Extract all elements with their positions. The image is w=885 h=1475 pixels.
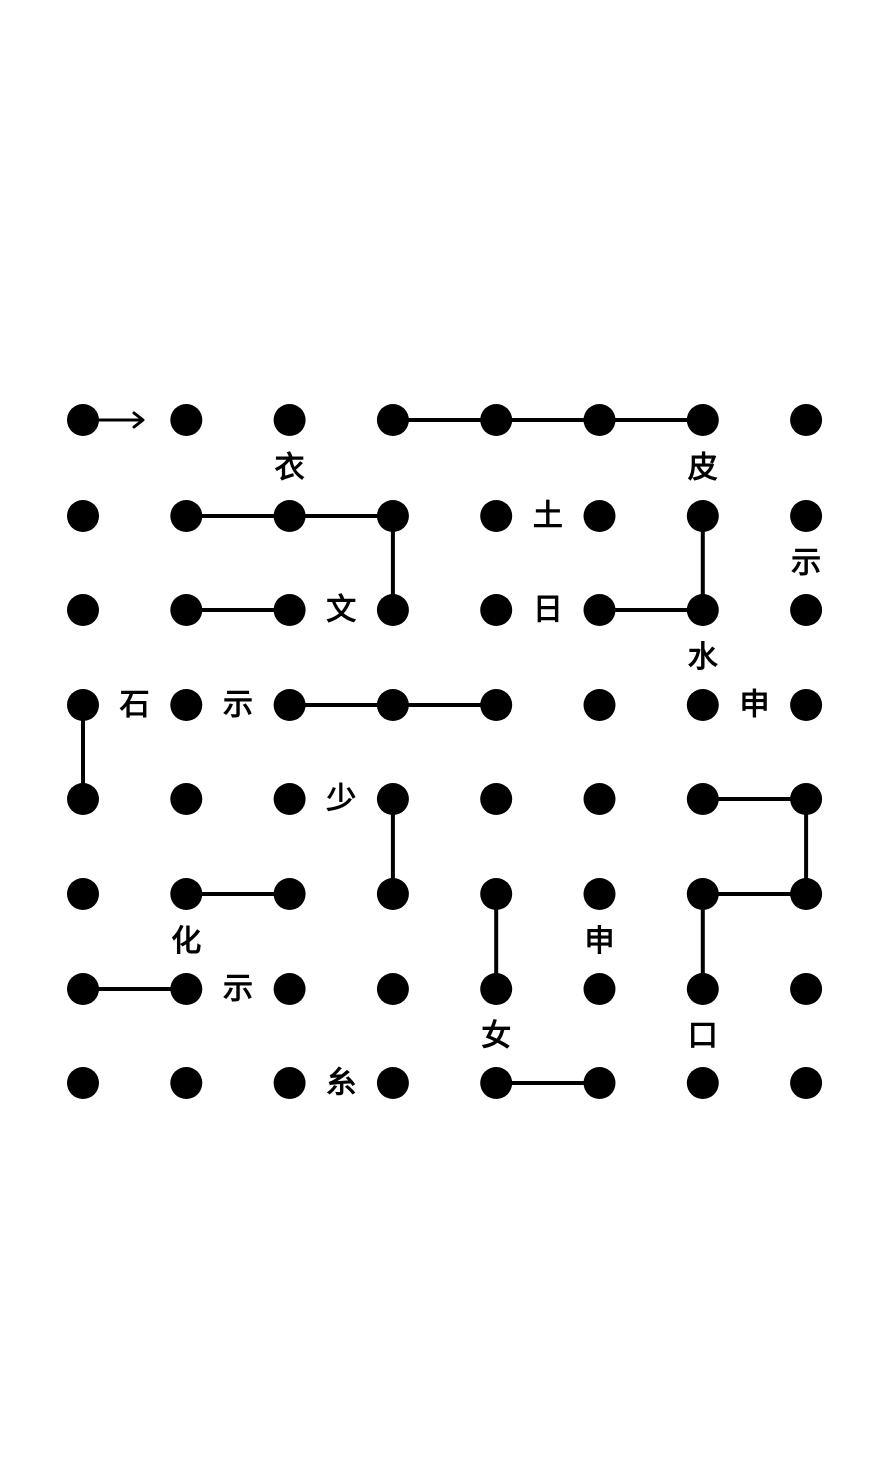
character-label: 化 xyxy=(171,924,201,959)
character-labels: 衣皮土示文 日水石示申少化 申示女 口糸 xyxy=(119,451,821,1101)
character-label: 申 xyxy=(739,688,769,723)
grid-dot xyxy=(376,689,409,721)
character-label: 石 xyxy=(119,688,150,723)
grid-dot xyxy=(67,594,99,626)
grid-dot xyxy=(686,878,719,910)
grid-dot xyxy=(67,500,99,532)
grid-dot xyxy=(273,594,306,626)
grid-dot xyxy=(376,783,409,815)
grid-dot xyxy=(686,404,719,436)
grid-dot xyxy=(376,594,409,626)
grid-dot xyxy=(583,500,616,532)
character-label: 文 xyxy=(326,593,356,628)
grid-dot xyxy=(583,783,616,815)
grid-dot xyxy=(67,404,99,436)
start-arrow-icon xyxy=(98,411,145,429)
grid-dot xyxy=(67,878,99,910)
character-label: 土 xyxy=(533,499,563,534)
grid-dot xyxy=(480,404,513,436)
grid-dot xyxy=(480,783,513,815)
character-label: 申 xyxy=(585,924,615,959)
grid-dot xyxy=(376,1067,409,1099)
grid-dot xyxy=(170,878,203,910)
grid-dot xyxy=(583,689,616,721)
character-label: 少 xyxy=(326,782,356,817)
grid-dot xyxy=(67,1067,99,1099)
grid-dot xyxy=(480,973,513,1005)
grid-dot xyxy=(790,783,823,815)
character-label: 口 xyxy=(688,1019,718,1054)
grid-dot xyxy=(480,594,513,626)
character-label: 示 xyxy=(223,972,253,1007)
grid-dot xyxy=(790,404,823,436)
grid-dot xyxy=(790,973,823,1005)
grid-dot xyxy=(273,689,306,721)
grid-dot xyxy=(686,500,719,532)
character-label: 女 xyxy=(481,1019,511,1054)
grid-dot xyxy=(790,500,823,532)
grid-dot xyxy=(480,878,513,910)
grid-dot xyxy=(170,783,203,815)
grid-dot xyxy=(376,404,409,436)
grid-dot xyxy=(480,689,513,721)
grid-dot xyxy=(170,689,203,721)
grid-dot xyxy=(273,878,306,910)
character-label: 水 xyxy=(688,640,719,675)
grid-dot xyxy=(686,1067,719,1099)
character-label: 皮 xyxy=(688,451,718,486)
character-label: 示 xyxy=(223,688,253,723)
grid-dot xyxy=(376,500,409,532)
grid-dot xyxy=(583,404,616,436)
grid-dot xyxy=(583,878,616,910)
grid-dot xyxy=(583,594,616,626)
grid-dot xyxy=(170,500,203,532)
character-label: 衣 xyxy=(275,451,305,486)
grid-dot xyxy=(170,1067,203,1099)
grid-dot xyxy=(376,973,409,1005)
grid-dot xyxy=(686,689,719,721)
grid-dot xyxy=(583,973,616,1005)
grid-dot xyxy=(273,500,306,532)
grid-dot xyxy=(170,973,203,1005)
character-label: 日 xyxy=(533,593,563,628)
grid-dot xyxy=(273,783,306,815)
grid-dot xyxy=(67,783,99,815)
grid-dot xyxy=(583,1067,616,1099)
grid-dot xyxy=(686,783,719,815)
grid-dot xyxy=(170,404,203,436)
grid-dot xyxy=(67,973,99,1005)
grid-dot xyxy=(376,878,409,910)
grid-dot xyxy=(790,878,823,910)
grid-dot xyxy=(480,500,513,532)
grid-dot xyxy=(790,689,823,721)
grid-dot xyxy=(170,594,203,626)
grid-dot xyxy=(790,594,823,626)
grid-dot xyxy=(273,973,306,1005)
character-label: 糸 xyxy=(326,1066,356,1101)
grid-dot xyxy=(67,689,99,721)
grid-dot xyxy=(480,1067,513,1099)
grid-dot xyxy=(686,973,719,1005)
grid-dots xyxy=(67,404,823,1099)
grid-dot xyxy=(790,1067,823,1099)
grid-dot xyxy=(686,594,719,626)
character-label: 示 xyxy=(791,546,821,581)
grid-dot xyxy=(273,404,306,436)
grid-dot xyxy=(273,1067,306,1099)
